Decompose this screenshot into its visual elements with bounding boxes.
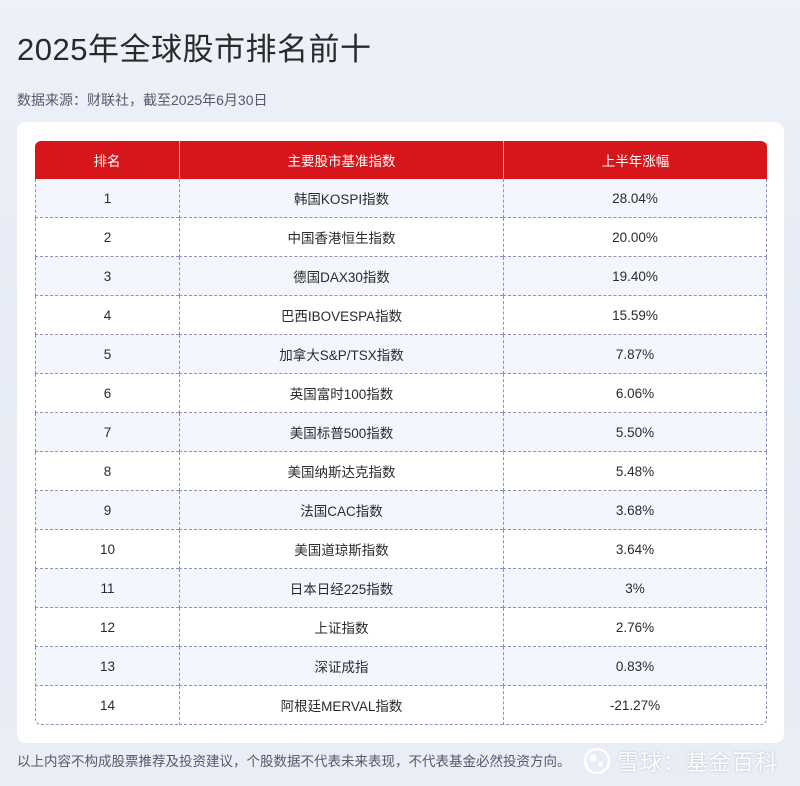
change-cell: 3.64% (503, 530, 767, 569)
index-name-cell: 日本日经225指数 (179, 569, 503, 608)
header-index-name: 主要股市基准指数 (179, 141, 503, 179)
rank-cell: 6 (35, 374, 179, 413)
rank-cell: 14 (35, 686, 179, 725)
index-name-cell: 上证指数 (179, 608, 503, 647)
rank-cell: 9 (35, 491, 179, 530)
rank-cell: 12 (35, 608, 179, 647)
rank-cell: 13 (35, 647, 179, 686)
index-name-cell: 德国DAX30指数 (179, 257, 503, 296)
rank-cell: 1 (35, 179, 179, 218)
table-row: 11 日本日经225指数 3% (35, 569, 767, 608)
index-name-cell: 中国香港恒生指数 (179, 218, 503, 257)
index-name-cell: 阿根廷MERVAL指数 (179, 686, 503, 725)
index-name-cell: 巴西IBOVESPA指数 (179, 296, 503, 335)
data-source-note: 数据来源：财联社，截至2025年6月30日 (17, 92, 268, 108)
header-rank: 排名 (35, 141, 179, 179)
ranking-table: 排名 主要股市基准指数 上半年涨幅 1 韩国KOSPI指数 28.04% 2 中国香港恒… (35, 141, 767, 725)
change-cell: 3.68% (503, 491, 767, 530)
index-name-cell: 加拿大S&P/TSX指数 (179, 335, 503, 374)
table-row: 10 美国道琼斯指数 3.64% (35, 530, 767, 569)
change-cell: 7.87% (503, 335, 767, 374)
change-cell: 15.59% (503, 296, 767, 335)
change-cell: 5.48% (503, 452, 767, 491)
ranking-card: 排名 主要股市基准指数 上半年涨幅 1 韩国KOSPI指数 28.04% 2 中国香港恒… (17, 122, 784, 743)
brand-text: 雪球：基金百科 (616, 750, 778, 775)
table-body: 1 韩国KOSPI指数 28.04% 2 中国香港恒生指数 20.00% 3 德国DAX30指… (35, 179, 767, 725)
change-cell: 3% (503, 569, 767, 608)
index-name-cell: 美国纳斯达克指数 (179, 452, 503, 491)
rank-cell: 7 (35, 413, 179, 452)
table-row: 9 法国CAC指数 3.68% (35, 491, 767, 530)
brand-watermark: 雪球：基金百科 (583, 745, 778, 777)
snowball-logo-icon (583, 747, 611, 775)
index-name-cell: 美国道琼斯指数 (179, 530, 503, 569)
change-cell: 2.76% (503, 608, 767, 647)
change-cell: 28.04% (503, 179, 767, 218)
index-name-cell: 美国标普500指数 (179, 413, 503, 452)
table-row: 12 上证指数 2.76% (35, 608, 767, 647)
rank-cell: 10 (35, 530, 179, 569)
change-cell: 0.83% (503, 647, 767, 686)
rank-cell: 4 (35, 296, 179, 335)
index-name-cell: 韩国KOSPI指数 (179, 179, 503, 218)
table-row: 1 韩国KOSPI指数 28.04% (35, 179, 767, 218)
rank-cell: 11 (35, 569, 179, 608)
index-name-cell: 深证成指 (179, 647, 503, 686)
table-row: 5 加拿大S&P/TSX指数 7.87% (35, 335, 767, 374)
table-row: 2 中国香港恒生指数 20.00% (35, 218, 767, 257)
table-row: 14 阿根廷MERVAL指数 -21.27% (35, 686, 767, 725)
index-name-cell: 法国CAC指数 (179, 491, 503, 530)
table-row: 4 巴西IBOVESPA指数 15.59% (35, 296, 767, 335)
table-row: 3 德国DAX30指数 19.40% (35, 257, 767, 296)
rank-cell: 2 (35, 218, 179, 257)
change-cell: 20.00% (503, 218, 767, 257)
header-h1-change: 上半年涨幅 (503, 141, 767, 179)
rank-cell: 8 (35, 452, 179, 491)
rank-cell: 3 (35, 257, 179, 296)
rank-cell: 5 (35, 335, 179, 374)
change-cell: 19.40% (503, 257, 767, 296)
change-cell: 5.50% (503, 413, 767, 452)
page-title: 2025年全球股市排名前十 (17, 32, 372, 67)
table-row: 8 美国纳斯达克指数 5.48% (35, 452, 767, 491)
disclaimer-text: 以上内容不构成股票推荐及投资建议，个股数据不代表未来表现，不代表基金必然投资方向… (17, 754, 571, 769)
change-cell: 6.06% (503, 374, 767, 413)
table-row: 7 美国标普500指数 5.50% (35, 413, 767, 452)
index-name-cell: 英国富时100指数 (179, 374, 503, 413)
table-row: 6 英国富时100指数 6.06% (35, 374, 767, 413)
table-row: 13 深证成指 0.83% (35, 647, 767, 686)
table-header-row: 排名 主要股市基准指数 上半年涨幅 (35, 141, 767, 179)
change-cell: -21.27% (503, 686, 767, 725)
